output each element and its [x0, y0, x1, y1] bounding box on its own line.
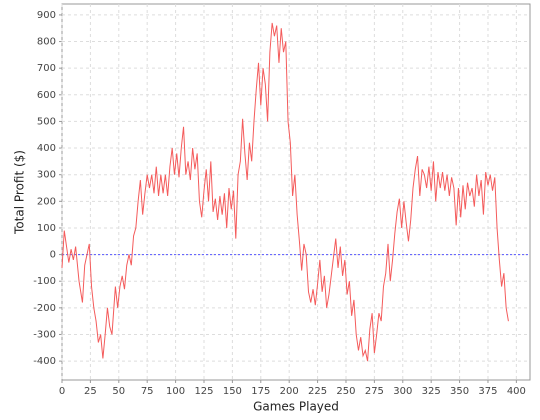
data-line: [61, 22, 509, 362]
x-tick-label: 400: [507, 386, 526, 397]
x-tick-label: 300: [393, 386, 412, 397]
x-tick-label: 125: [194, 386, 213, 397]
x-tick-label: 50: [112, 386, 125, 397]
x-axis-title: Games Played: [253, 400, 339, 414]
y-tick-label: 300: [37, 170, 56, 181]
y-axis-title: Total Profit ($): [13, 150, 27, 235]
y-tick-label: -300: [33, 329, 56, 340]
y-tick-label: 900: [37, 10, 56, 21]
x-tick-label: 200: [280, 386, 299, 397]
x-tick-label: 0: [59, 386, 65, 397]
y-tick-label: 400: [37, 143, 56, 154]
y-tick-label: 500: [37, 116, 56, 127]
y-tick-label: -100: [33, 276, 56, 287]
x-tick-label: 25: [84, 386, 97, 397]
y-tick-label: 700: [37, 63, 56, 74]
x-tick-label: 150: [223, 386, 242, 397]
x-tick-label: 175: [251, 386, 270, 397]
x-tick-label: 325: [422, 386, 441, 397]
x-tick-label: 350: [450, 386, 469, 397]
x-tick-label: 275: [365, 386, 384, 397]
y-tick-label: 0: [50, 250, 56, 261]
y-tick-label: -200: [33, 303, 56, 314]
x-tick-label: 75: [141, 386, 154, 397]
y-tick-label: 100: [37, 223, 56, 234]
x-tick-label: 225: [308, 386, 327, 397]
y-tick-label: -400: [33, 356, 56, 367]
x-tick-label: 375: [478, 386, 497, 397]
y-tick-label: 600: [37, 90, 56, 101]
y-tick-label: 800: [37, 37, 56, 48]
x-tick-label: 250: [336, 386, 355, 397]
y-tick-label: 200: [37, 196, 56, 207]
x-tick-label: 100: [166, 386, 185, 397]
